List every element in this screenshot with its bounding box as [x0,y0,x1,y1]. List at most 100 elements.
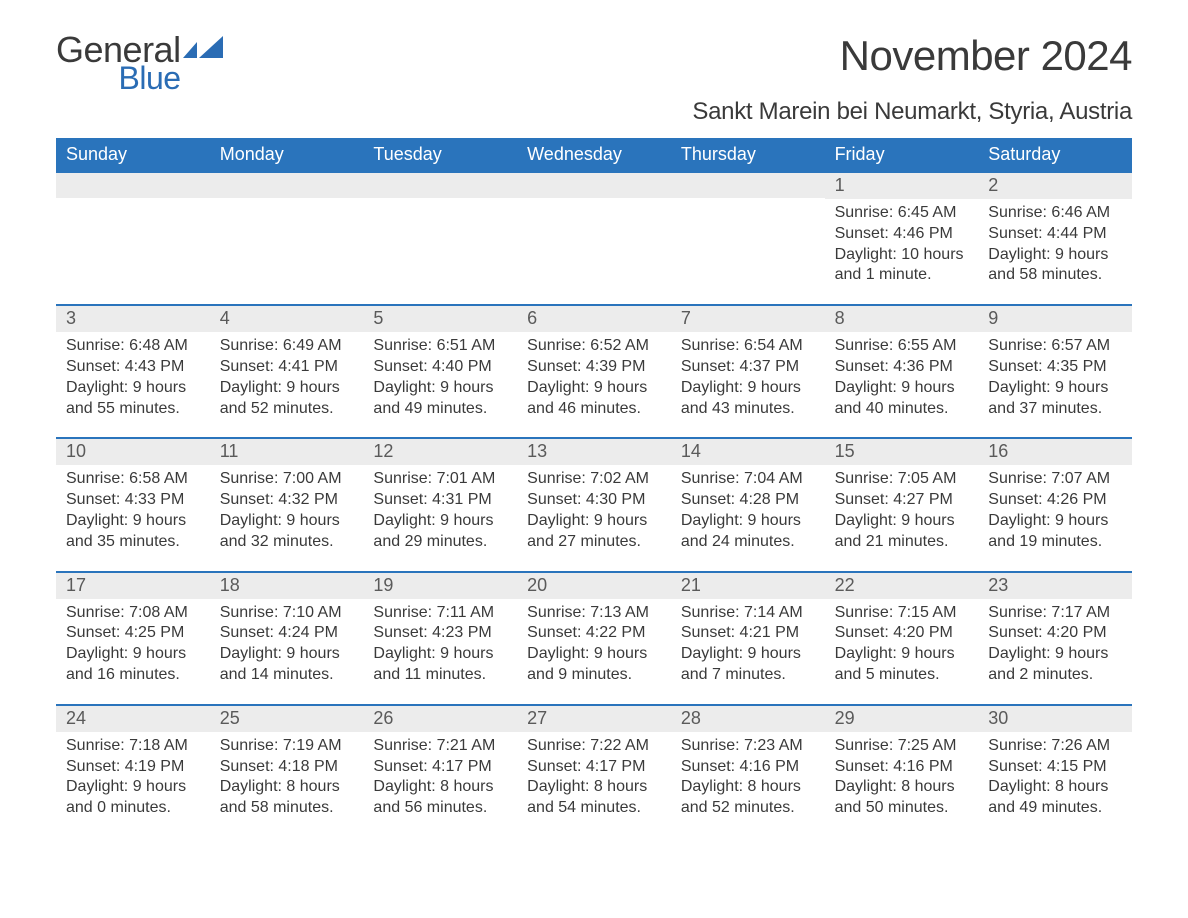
day-number: 10 [56,439,210,465]
day-sunset: Sunset: 4:19 PM [66,757,200,778]
empty-day-bar [671,173,825,198]
day-cell: 27Sunrise: 7:22 AMSunset: 4:17 PMDayligh… [517,706,671,823]
day-cell [671,173,825,290]
day-sunrise: Sunrise: 7:21 AM [373,736,507,757]
weekday-header: Wednesday [517,138,671,173]
day-sunset: Sunset: 4:37 PM [681,357,815,378]
day-number: 30 [978,706,1132,732]
day-day2: and 37 minutes. [988,399,1122,420]
day-sunrise: Sunrise: 7:08 AM [66,603,200,624]
day-day2: and 49 minutes. [373,399,507,420]
day-number: 9 [978,306,1132,332]
day-day1: Daylight: 9 hours [373,644,507,665]
day-day2: and 21 minutes. [835,532,969,553]
day-day1: Daylight: 9 hours [835,511,969,532]
empty-day-bar [210,173,364,198]
day-sunset: Sunset: 4:27 PM [835,490,969,511]
day-day1: Daylight: 9 hours [220,644,354,665]
day-sunrise: Sunrise: 7:01 AM [373,469,507,490]
week-row: 24Sunrise: 7:18 AMSunset: 4:19 PMDayligh… [56,704,1132,837]
day-day2: and 5 minutes. [835,665,969,686]
day-day2: and 49 minutes. [988,798,1122,819]
day-day1: Daylight: 9 hours [66,511,200,532]
day-number: 26 [363,706,517,732]
brand-text: General Blue [56,32,181,94]
day-day1: Daylight: 9 hours [835,644,969,665]
day-day2: and 56 minutes. [373,798,507,819]
weekday-header: Sunday [56,138,210,173]
day-number: 29 [825,706,979,732]
weekday-header: Monday [210,138,364,173]
day-sunset: Sunset: 4:46 PM [835,224,969,245]
day-sunrise: Sunrise: 7:00 AM [220,469,354,490]
weekday-header: Friday [825,138,979,173]
calendar: SundayMondayTuesdayWednesdayThursdayFrid… [56,138,1132,837]
day-sunset: Sunset: 4:23 PM [373,623,507,644]
day-number: 23 [978,573,1132,599]
day-day1: Daylight: 9 hours [373,378,507,399]
weekday-header: Tuesday [363,138,517,173]
day-sunset: Sunset: 4:16 PM [835,757,969,778]
day-day2: and 32 minutes. [220,532,354,553]
day-sunset: Sunset: 4:44 PM [988,224,1122,245]
day-day2: and 29 minutes. [373,532,507,553]
day-cell: 25Sunrise: 7:19 AMSunset: 4:18 PMDayligh… [210,706,364,823]
week-row: 1Sunrise: 6:45 AMSunset: 4:46 PMDaylight… [56,173,1132,304]
day-cell [517,173,671,290]
day-sunset: Sunset: 4:17 PM [373,757,507,778]
day-sunset: Sunset: 4:21 PM [681,623,815,644]
day-day1: Daylight: 9 hours [220,378,354,399]
day-number: 17 [56,573,210,599]
day-day1: Daylight: 9 hours [681,511,815,532]
day-sunset: Sunset: 4:16 PM [681,757,815,778]
day-day2: and 46 minutes. [527,399,661,420]
day-sunrise: Sunrise: 7:02 AM [527,469,661,490]
day-day2: and 9 minutes. [527,665,661,686]
day-cell [210,173,364,290]
day-number: 7 [671,306,825,332]
day-day1: Daylight: 9 hours [681,378,815,399]
day-day2: and 58 minutes. [220,798,354,819]
empty-day-bar [56,173,210,198]
day-sunset: Sunset: 4:32 PM [220,490,354,511]
day-cell: 1Sunrise: 6:45 AMSunset: 4:46 PMDaylight… [825,173,979,290]
weekday-header: Thursday [671,138,825,173]
day-sunrise: Sunrise: 7:23 AM [681,736,815,757]
day-number: 28 [671,706,825,732]
empty-day-bar [517,173,671,198]
day-cell: 6Sunrise: 6:52 AMSunset: 4:39 PMDaylight… [517,306,671,423]
day-sunrise: Sunrise: 6:57 AM [988,336,1122,357]
day-number: 21 [671,573,825,599]
day-day2: and 54 minutes. [527,798,661,819]
day-cell: 22Sunrise: 7:15 AMSunset: 4:20 PMDayligh… [825,573,979,690]
day-sunset: Sunset: 4:39 PM [527,357,661,378]
day-number: 2 [978,173,1132,199]
weekday-header: Saturday [978,138,1132,173]
weeks-container: 1Sunrise: 6:45 AMSunset: 4:46 PMDaylight… [56,173,1132,837]
brand-mark-icon [183,32,225,64]
day-sunrise: Sunrise: 7:15 AM [835,603,969,624]
day-day2: and 24 minutes. [681,532,815,553]
day-cell: 19Sunrise: 7:11 AMSunset: 4:23 PMDayligh… [363,573,517,690]
day-number: 14 [671,439,825,465]
day-sunset: Sunset: 4:33 PM [66,490,200,511]
day-day2: and 43 minutes. [681,399,815,420]
day-day2: and 58 minutes. [988,265,1122,286]
day-day1: Daylight: 9 hours [681,644,815,665]
day-cell: 14Sunrise: 7:04 AMSunset: 4:28 PMDayligh… [671,439,825,556]
day-sunset: Sunset: 4:22 PM [527,623,661,644]
day-sunrise: Sunrise: 7:17 AM [988,603,1122,624]
day-number: 15 [825,439,979,465]
week-row: 3Sunrise: 6:48 AMSunset: 4:43 PMDaylight… [56,304,1132,437]
day-sunrise: Sunrise: 6:48 AM [66,336,200,357]
day-day1: Daylight: 9 hours [527,644,661,665]
day-day1: Daylight: 8 hours [527,777,661,798]
day-sunrise: Sunrise: 6:49 AM [220,336,354,357]
day-cell: 2Sunrise: 6:46 AMSunset: 4:44 PMDaylight… [978,173,1132,290]
day-day1: Daylight: 8 hours [220,777,354,798]
day-day1: Daylight: 9 hours [988,511,1122,532]
day-sunset: Sunset: 4:36 PM [835,357,969,378]
day-cell: 17Sunrise: 7:08 AMSunset: 4:25 PMDayligh… [56,573,210,690]
title-block: November 2024 Sankt Marein bei Neumarkt,… [692,32,1132,126]
day-sunrise: Sunrise: 7:04 AM [681,469,815,490]
